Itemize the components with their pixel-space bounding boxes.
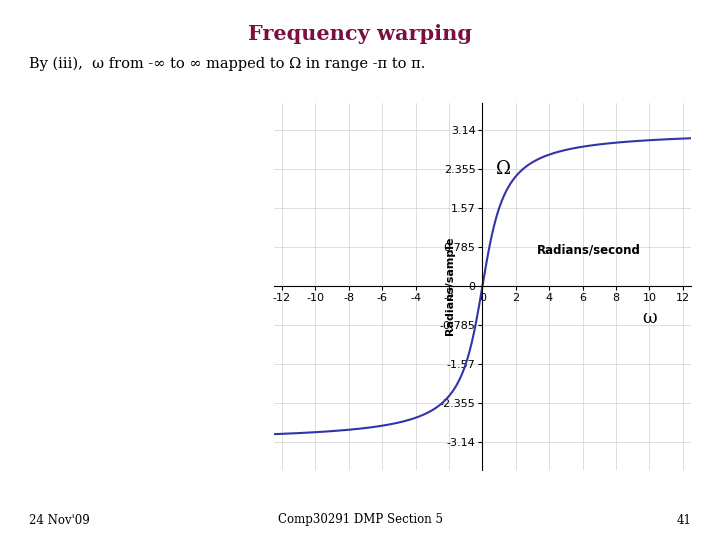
Text: Frequency warping: Frequency warping <box>248 24 472 44</box>
Text: 24 Nov'09: 24 Nov'09 <box>29 514 89 526</box>
Text: 41: 41 <box>676 514 691 526</box>
Text: ω: ω <box>642 309 657 327</box>
Text: Radians/second: Radians/second <box>537 244 641 256</box>
Text: Radians/sample: Radians/sample <box>445 237 455 335</box>
Text: Ω: Ω <box>496 160 510 178</box>
Text: By (iii),  ω from -∞ to ∞ mapped to Ω in range -π to π.: By (iii), ω from -∞ to ∞ mapped to Ω in … <box>29 57 426 71</box>
Text: Comp30291 DMP Section 5: Comp30291 DMP Section 5 <box>277 514 443 526</box>
